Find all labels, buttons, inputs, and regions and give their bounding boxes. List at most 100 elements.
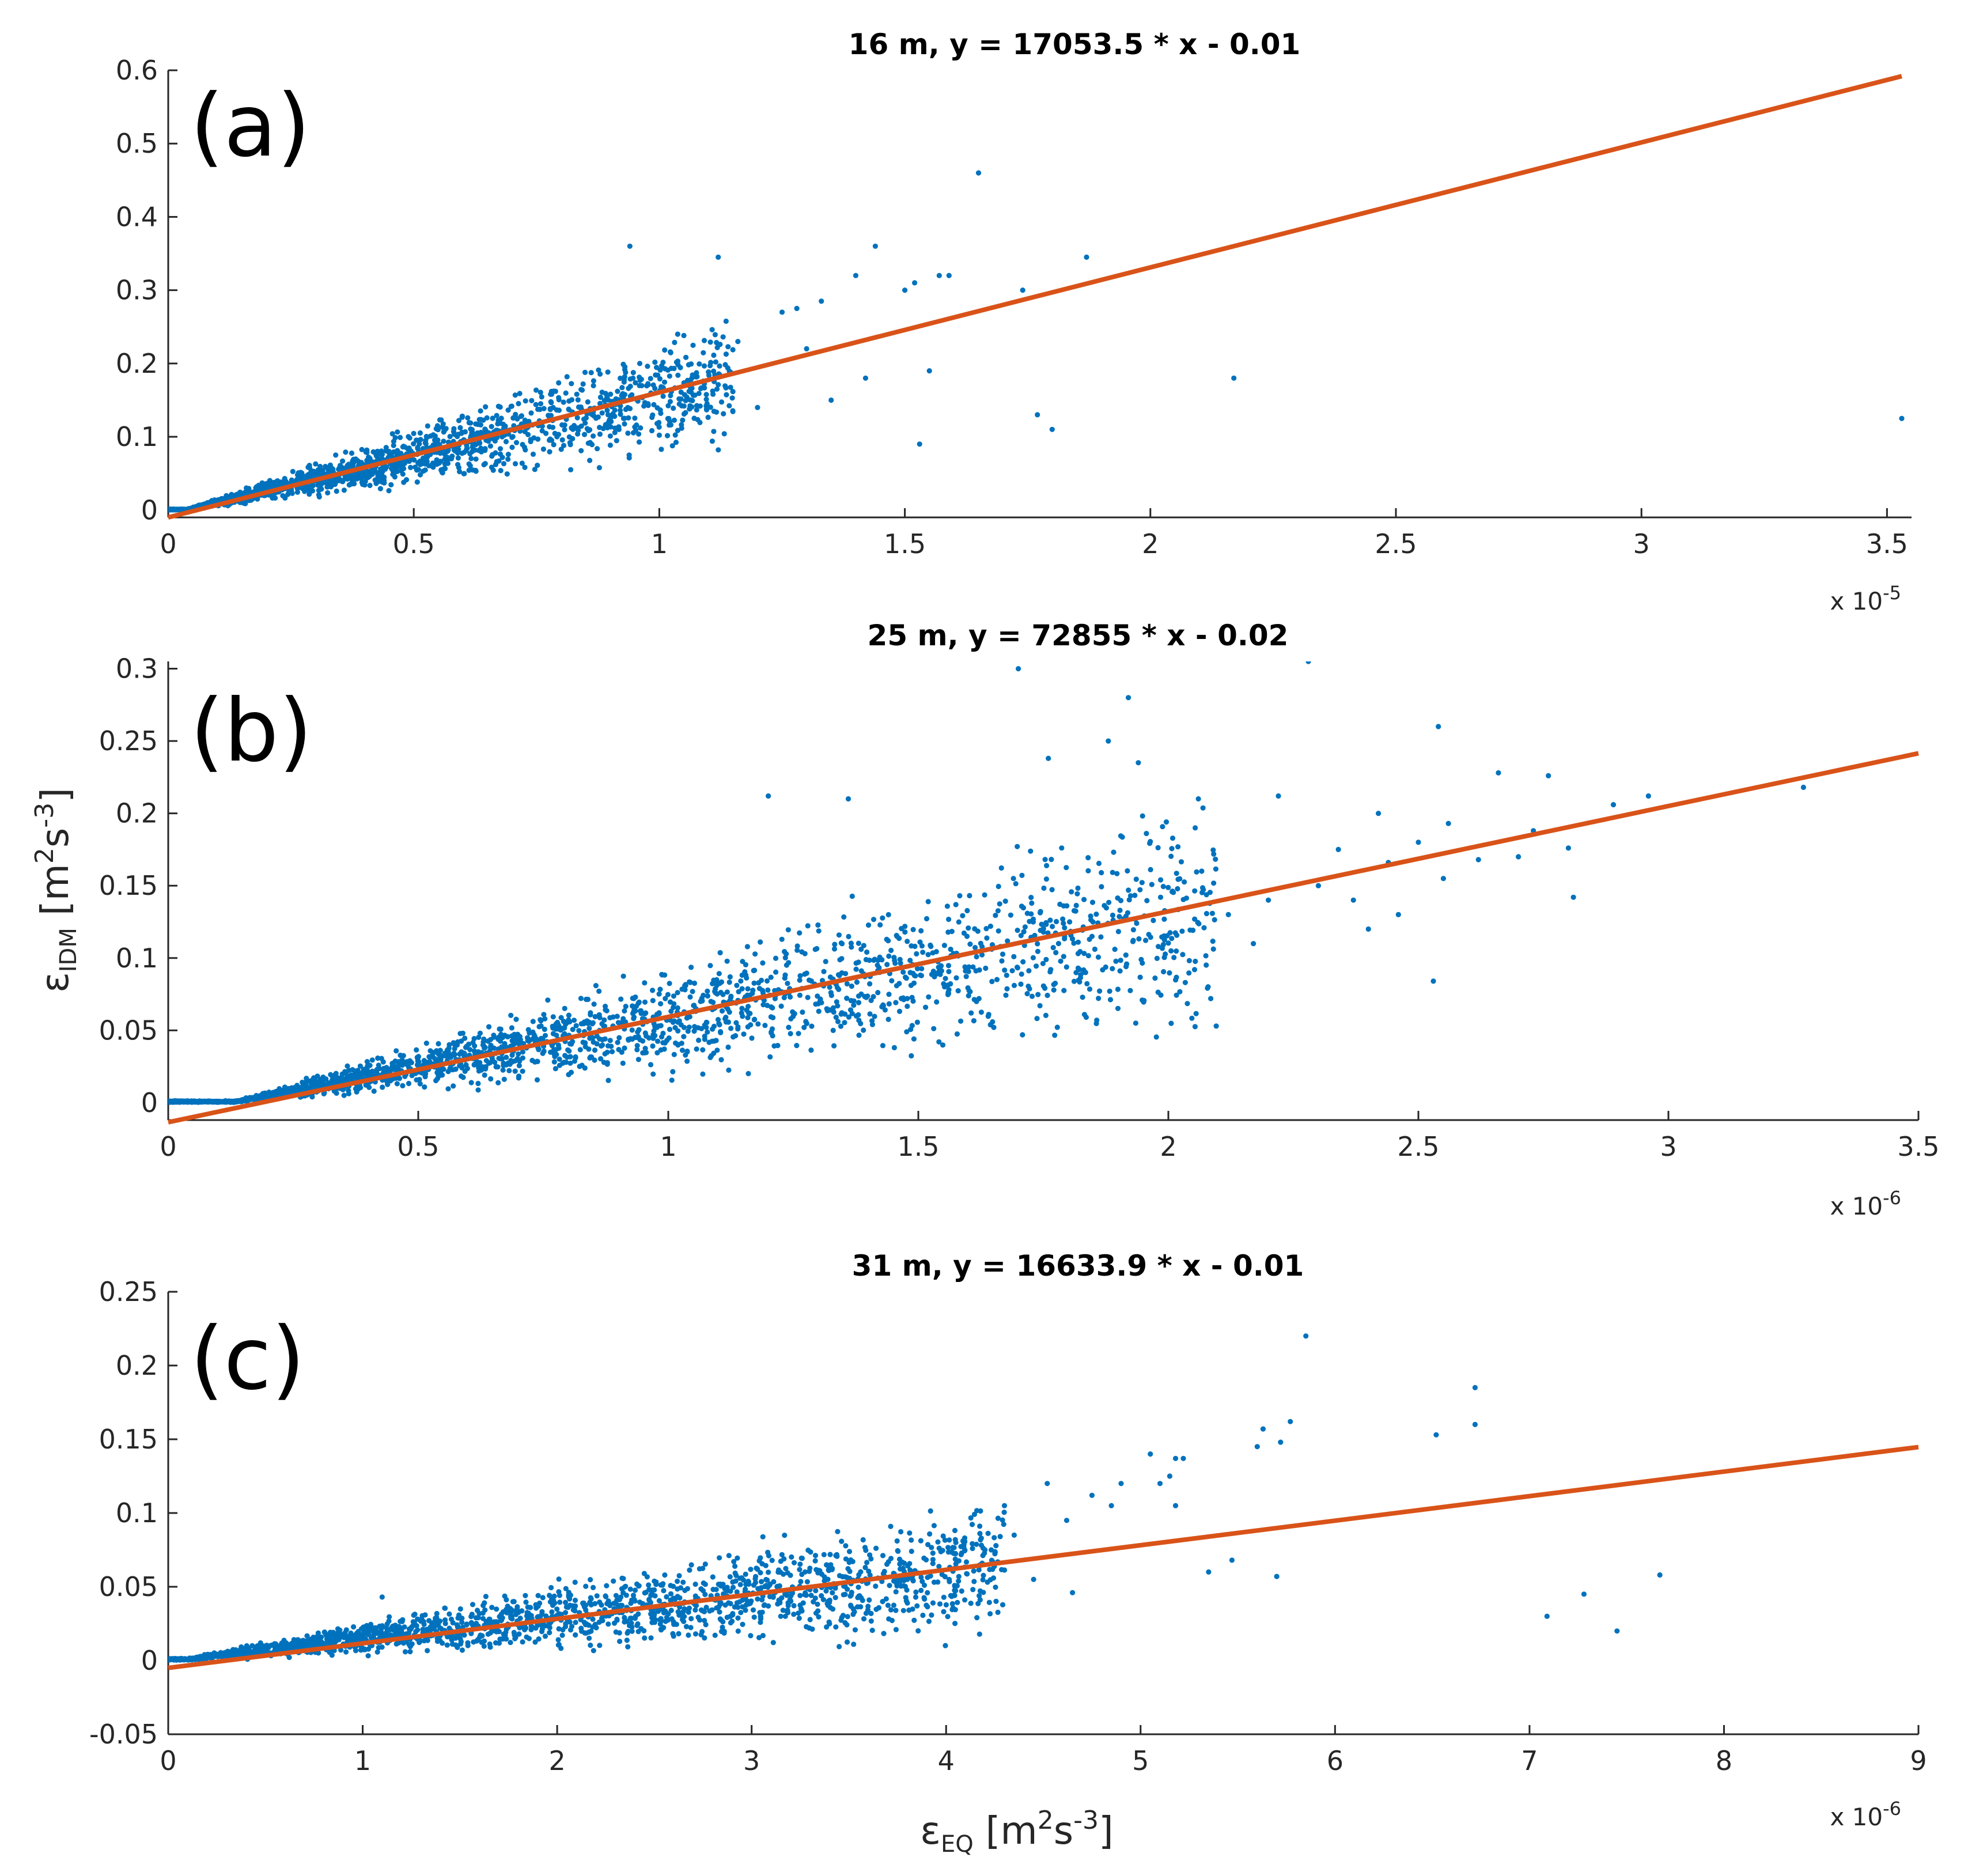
- scatter-point: [1018, 981, 1024, 987]
- scatter-point: [838, 1023, 844, 1029]
- scatter-point: [435, 437, 441, 443]
- scatter-point: [926, 1618, 932, 1624]
- scatter-point: [417, 1077, 422, 1083]
- scatter-point: [374, 1066, 380, 1072]
- scatter-point: [909, 1053, 914, 1059]
- scatter-point: [481, 1037, 487, 1042]
- scatter-point: [696, 391, 702, 396]
- scatter-point: [464, 445, 470, 451]
- scatter-point: [671, 1001, 677, 1007]
- scatter-point: [497, 404, 503, 410]
- scatter-point: [650, 998, 656, 1004]
- scatter-point: [814, 945, 820, 952]
- scatter-point: [640, 1038, 646, 1044]
- scatter-point: [726, 1067, 732, 1073]
- scatter-point: [1144, 831, 1149, 837]
- scatter-point: [741, 1031, 747, 1037]
- scatter-point: [700, 1071, 706, 1077]
- scatter-point: [797, 1561, 803, 1567]
- scatter-point: [633, 994, 638, 1000]
- scatter-point: [1106, 899, 1112, 905]
- scatter-point: [526, 418, 532, 425]
- scatter-point: [725, 1044, 731, 1050]
- scatter-point: [743, 962, 748, 967]
- scatter-point: [737, 1582, 743, 1587]
- scatter-point: [893, 1000, 899, 1005]
- scatter-point: [694, 1046, 699, 1052]
- scatter-point: [701, 363, 707, 369]
- scatter-point: [866, 1597, 872, 1603]
- scatter-point: [1011, 954, 1017, 959]
- scatter-point: [670, 1069, 676, 1075]
- scatter-point: [620, 1060, 626, 1066]
- scatter-point: [422, 1084, 427, 1090]
- scatter-point: [588, 1628, 594, 1634]
- scatter-point: [1096, 860, 1102, 867]
- scatter-point: [573, 1632, 578, 1638]
- scatter-point: [419, 461, 425, 467]
- scatter-point: [370, 470, 376, 475]
- scatter-point: [388, 482, 394, 488]
- scatter-point: [447, 1065, 453, 1071]
- scatter-point: [1076, 977, 1081, 983]
- scatter-point: [575, 397, 581, 403]
- x-tick-label: 2.5: [1375, 528, 1417, 559]
- y-tick-label: 0.3: [116, 275, 158, 306]
- y-tick-label: 0.2: [116, 1350, 158, 1381]
- scatter-point: [979, 952, 985, 958]
- scatter-point: [880, 1043, 885, 1049]
- scatter-point: [499, 455, 505, 460]
- scatter-point: [519, 460, 525, 466]
- scatter-point: [649, 428, 655, 434]
- scatter-point: [1113, 958, 1119, 964]
- scatter-point: [1199, 885, 1206, 891]
- scatter-point: [538, 1035, 544, 1041]
- scatter-point: [1069, 889, 1074, 895]
- scatter-point: [688, 1562, 694, 1568]
- scatter-point: [430, 464, 436, 470]
- scatter-point: [828, 397, 834, 403]
- scatter-point: [517, 1058, 523, 1064]
- scatter-point: [995, 908, 1001, 914]
- scatter-point: [351, 456, 357, 462]
- scatter-point: [904, 939, 910, 944]
- scatter-point: [1112, 947, 1118, 952]
- scatter-point: [651, 1028, 657, 1034]
- scatter-point: [508, 1012, 514, 1018]
- scatter-point: [300, 1083, 306, 1090]
- scatter-point: [547, 407, 553, 413]
- scatter-point: [1035, 941, 1040, 947]
- scatter-point: [848, 998, 854, 1004]
- scatter-point: [512, 1068, 518, 1074]
- scatter-point: [1117, 968, 1123, 974]
- scatter-point: [942, 984, 948, 990]
- scatter-point: [490, 415, 495, 421]
- scatter-point: [1041, 885, 1047, 891]
- scatter-point: [582, 420, 588, 426]
- scatter-point: [1061, 920, 1066, 926]
- scatter-point: [299, 470, 305, 476]
- y-tick-label: 0: [141, 494, 158, 525]
- scatter-point: [652, 385, 658, 391]
- scatter-point: [960, 913, 966, 918]
- scatter-point: [1078, 972, 1084, 978]
- scatter-point: [1043, 920, 1049, 926]
- scatter-point: [1011, 982, 1017, 988]
- scatter-point: [525, 1038, 531, 1043]
- scatter-point: [1231, 375, 1237, 381]
- scatter-point: [730, 389, 736, 395]
- scatter-point: [902, 924, 908, 929]
- scatter-point: [550, 1025, 556, 1031]
- scatter-point: [391, 442, 396, 448]
- scatter-point: [671, 1052, 677, 1057]
- scatter-point: [678, 389, 684, 395]
- scatter-point: [1029, 900, 1035, 906]
- scatter-point: [638, 376, 644, 382]
- scatter-point: [907, 970, 913, 975]
- scatter-point: [1170, 889, 1175, 895]
- scatter-point: [373, 481, 379, 486]
- scatter-point: [574, 391, 580, 397]
- scatter-point: [730, 409, 736, 414]
- scatter-point: [1015, 844, 1020, 849]
